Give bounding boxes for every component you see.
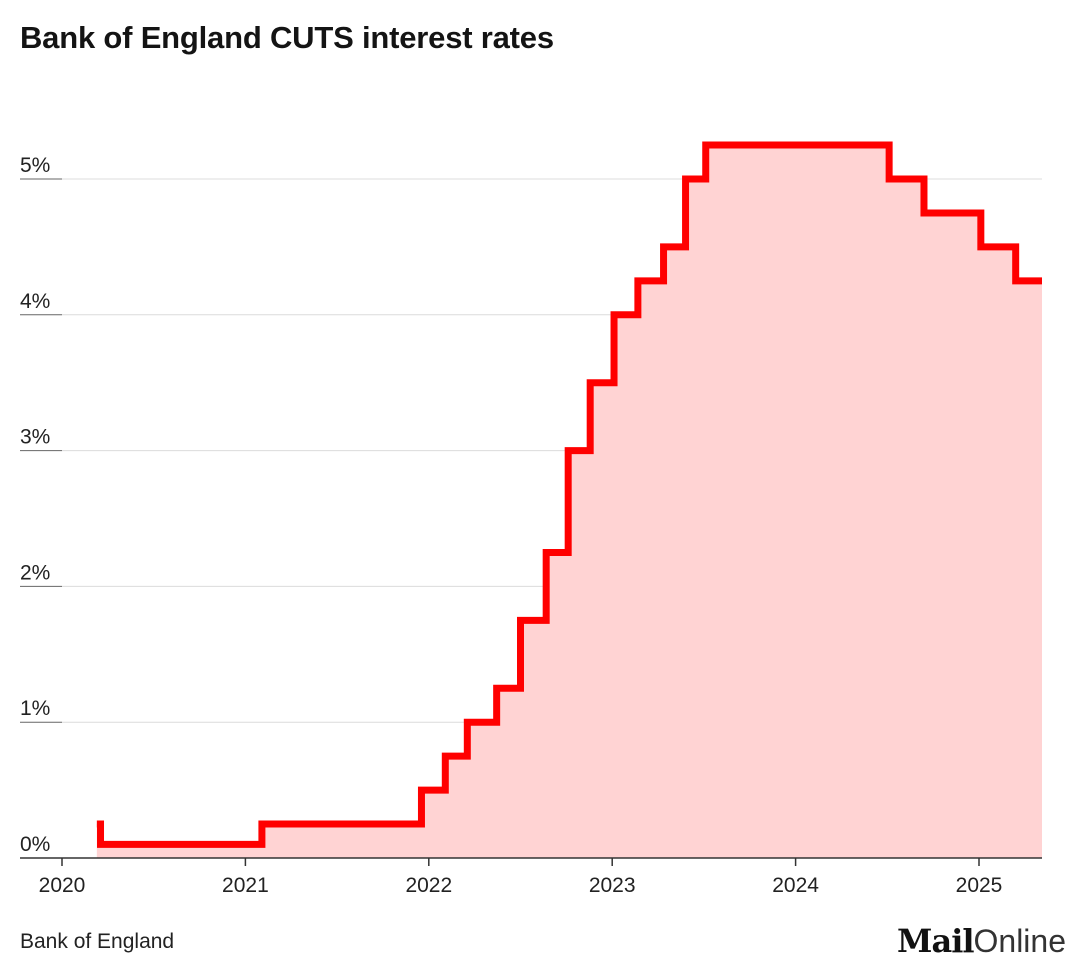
logo-mail: Mail <box>897 922 974 960</box>
x-tick-label: 2020 <box>39 874 86 897</box>
source-label: Bank of England <box>20 930 175 953</box>
logo-online: Online <box>973 923 1067 959</box>
x-tick-label: 2021 <box>222 874 269 897</box>
y-tick-label: 2% <box>20 561 50 584</box>
y-tick-label: 3% <box>20 426 50 449</box>
y-tick-label: 4% <box>20 290 50 313</box>
x-tick-label: 2022 <box>405 874 452 897</box>
x-tick-label: 2023 <box>589 874 636 897</box>
x-axis-ticks <box>61 858 980 866</box>
y-tick-label: 1% <box>20 697 50 720</box>
mailonline-logo: MailOnline <box>897 922 1066 960</box>
x-axis-labels: 2020 2021 2022 2023 2024 2025 <box>39 874 1003 897</box>
y-tick-label: 0% <box>20 833 50 856</box>
y-tick-label: 5% <box>20 154 50 177</box>
rate-step-line <box>96 141 1042 848</box>
x-tick-label: 2024 <box>772 874 819 897</box>
x-tick-label: 2025 <box>956 874 1003 897</box>
y-axis-labels: 0% 1% 2% 3% 4% 5% <box>20 154 50 856</box>
interest-rate-chart: 0% 1% 2% 3% 4% 5% 2020 2021 2022 2023 2024 2025 <box>20 141 1042 897</box>
chart-title: Bank of England CUTS interest rates <box>20 20 554 55</box>
